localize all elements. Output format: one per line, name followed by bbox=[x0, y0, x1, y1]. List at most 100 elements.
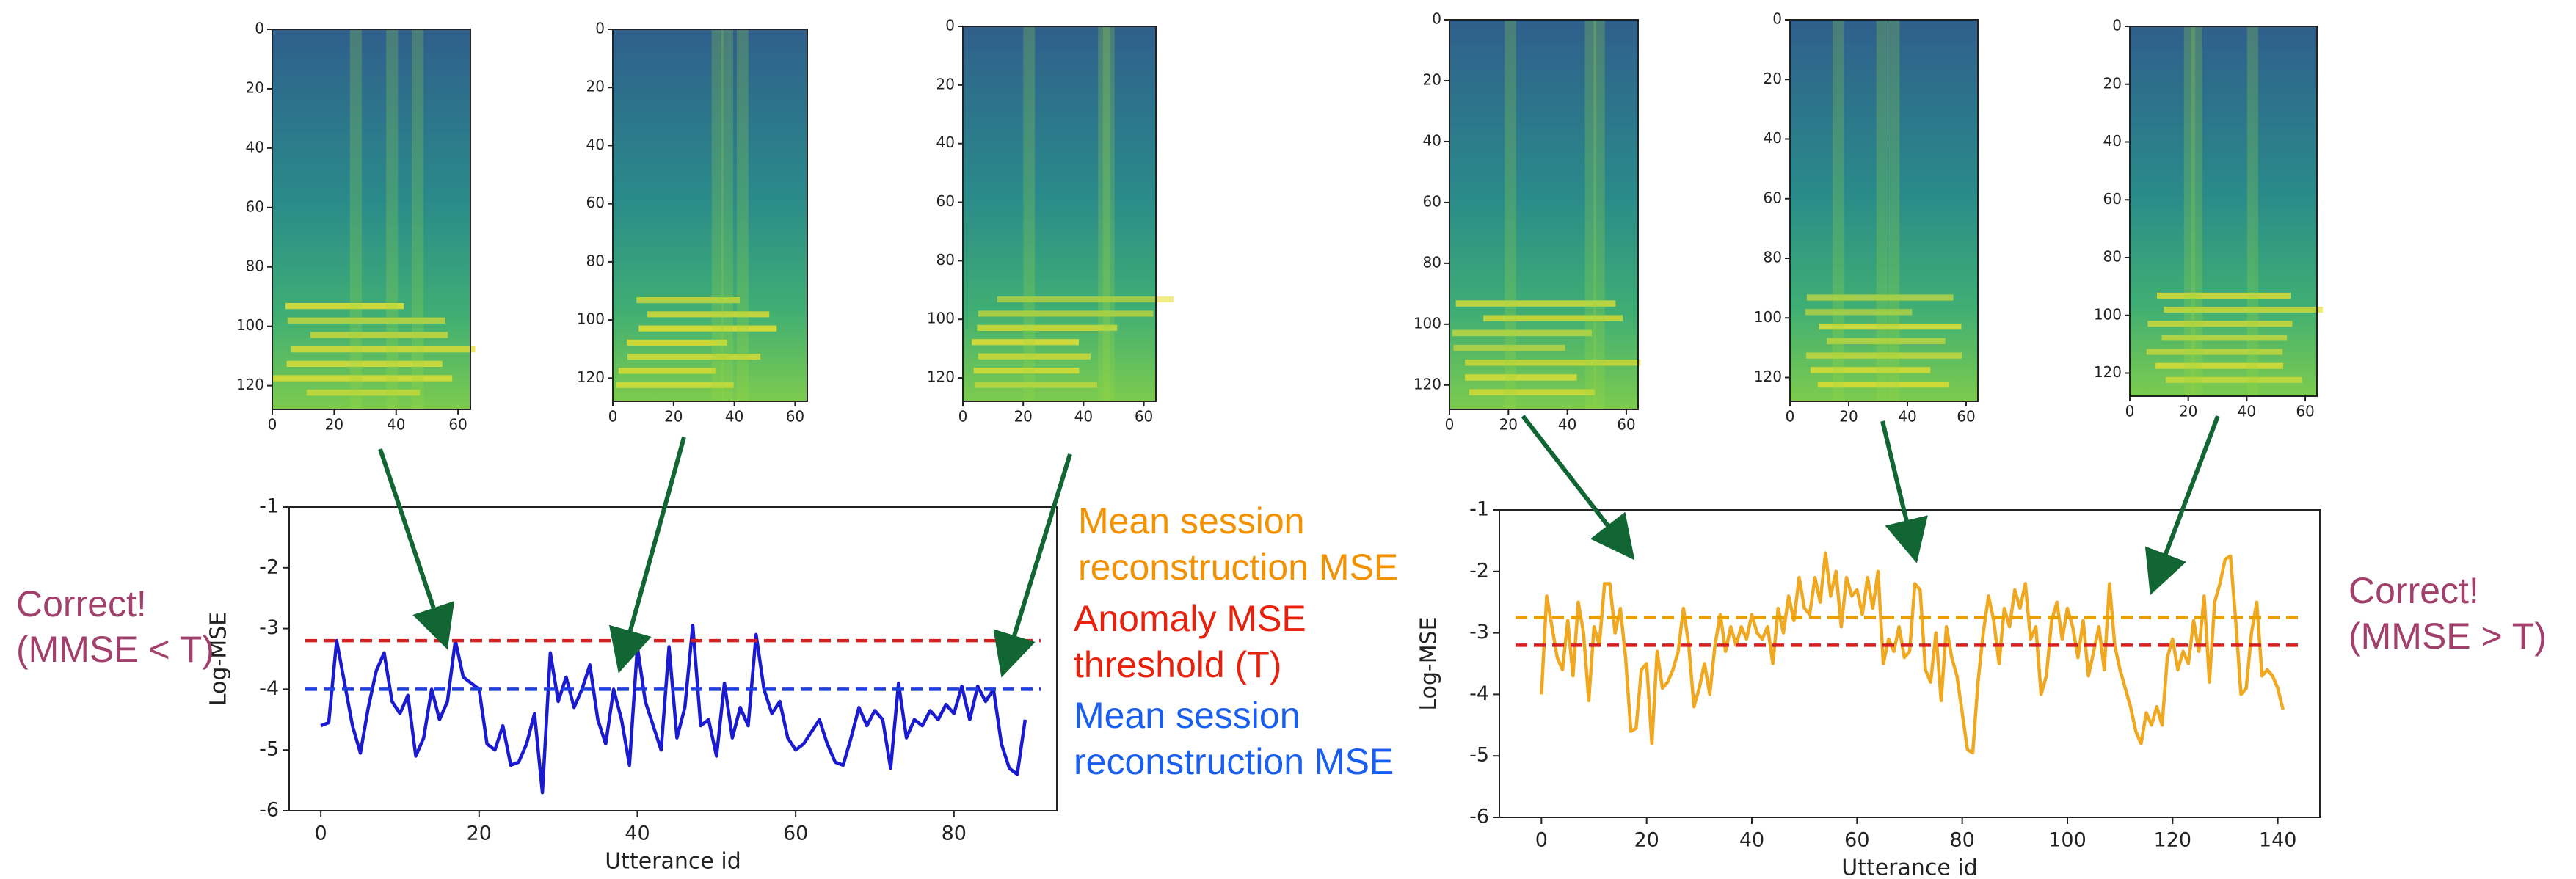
y-tick-label: 20 bbox=[246, 79, 264, 96]
spectrogram-band bbox=[1819, 323, 1962, 330]
spectrogram-band bbox=[1584, 20, 1596, 409]
y-tick-label: 100 bbox=[1413, 314, 1441, 332]
spectrogram-band bbox=[2183, 26, 2196, 396]
spectrogram-frame bbox=[2129, 26, 2318, 397]
verdict: (MMSE > T) bbox=[2348, 616, 2547, 657]
spectrogram-band bbox=[978, 353, 1091, 360]
spectrogram-band bbox=[636, 297, 741, 304]
spectrogram-band bbox=[1832, 20, 1844, 401]
spectrogram-image bbox=[963, 26, 1156, 401]
arrow bbox=[1521, 415, 1635, 561]
spectrogram-band bbox=[2155, 362, 2284, 369]
spectrogram-band bbox=[2191, 26, 2202, 396]
x-tick-label: 0 bbox=[268, 416, 277, 434]
arrow bbox=[1880, 420, 1928, 563]
y-tick-label: 80 bbox=[1764, 249, 1782, 266]
legend-note: reconstruction MSE bbox=[1074, 741, 1394, 782]
spectrogram-band bbox=[972, 339, 1079, 346]
y-tick-label: 0 bbox=[1772, 10, 1782, 28]
x-tick-label: 80 bbox=[1949, 829, 1974, 852]
arrows bbox=[378, 415, 2220, 678]
x-tick-label: 60 bbox=[2296, 403, 2314, 420]
x-tick-label: 80 bbox=[942, 823, 967, 845]
y-tick-label: 20 bbox=[936, 75, 955, 92]
y-tick-label: 100 bbox=[1754, 308, 1782, 326]
y-tick-label: 40 bbox=[246, 138, 264, 156]
spectrogram-band bbox=[618, 368, 716, 374]
spectrogram-band bbox=[1483, 315, 1623, 321]
y-tick-label: 100 bbox=[2094, 305, 2122, 323]
spectrogram-band bbox=[286, 360, 443, 367]
spectrogram-band bbox=[1888, 20, 1900, 401]
y-tick-label: 20 bbox=[1764, 70, 1782, 87]
spectrogram-band bbox=[1805, 309, 1913, 316]
x-tick-label: 60 bbox=[1957, 408, 1975, 426]
spectrogram-image bbox=[1790, 20, 1978, 401]
spectrogram-band bbox=[386, 29, 399, 409]
spectrogram-band bbox=[2161, 335, 2288, 341]
spectrogram-band bbox=[647, 311, 770, 318]
spectrogram-band bbox=[978, 310, 1154, 317]
plot-frame bbox=[288, 506, 1058, 811]
line-chart: 0 20 40 60 80 -6 -5 -4 -3 -2 -1 Utterance id Log-MSE bbox=[206, 495, 1058, 875]
spectrogram: 0 20 40 60 0 20 40 60 80 100 120 bbox=[577, 20, 808, 426]
y-tick-label: 120 bbox=[2094, 363, 2122, 381]
spectrogram-band bbox=[2165, 376, 2302, 383]
y-tick-label: -5 bbox=[1469, 744, 1489, 767]
x-axis-label: Utterance id bbox=[605, 849, 741, 875]
spectrogram-band bbox=[2164, 307, 2324, 313]
spectrogram-band bbox=[977, 324, 1118, 331]
legend-note: threshold (T) bbox=[1074, 644, 1281, 685]
y-tick-label: 80 bbox=[936, 251, 955, 269]
spectrogram-band bbox=[973, 368, 1080, 374]
arrow bbox=[378, 448, 455, 650]
y-tick-label: 60 bbox=[1423, 192, 1441, 210]
spectrogram-band bbox=[272, 375, 453, 382]
y-tick-label: -1 bbox=[259, 495, 279, 518]
x-tick-label: 20 bbox=[664, 408, 683, 426]
x-tick-label: 0 bbox=[2125, 403, 2135, 420]
spectrogram-image bbox=[1449, 20, 1638, 409]
x-axis-label: Utterance id bbox=[1841, 856, 1978, 879]
y-tick-label: 20 bbox=[1423, 70, 1441, 88]
x-tick-label: 20 bbox=[1839, 408, 1858, 426]
spectrogram-band bbox=[1469, 389, 1595, 395]
y-tick-label: 0 bbox=[595, 20, 605, 37]
spectrogram-image bbox=[272, 29, 470, 409]
spectrogram-band bbox=[349, 29, 362, 409]
y-tick-label: 120 bbox=[577, 368, 605, 386]
x-tick-label: 40 bbox=[625, 823, 650, 845]
spectrogram-band bbox=[2146, 349, 2283, 355]
spectrogram-band bbox=[1805, 352, 1962, 359]
spectrogram-band bbox=[291, 346, 476, 353]
spectrogram-image bbox=[2130, 26, 2317, 396]
x-tick-label: 40 bbox=[725, 408, 743, 426]
spectrogram-image bbox=[613, 29, 807, 401]
x-tick-label: 100 bbox=[2048, 829, 2086, 852]
y-tick-label: 20 bbox=[2103, 74, 2122, 92]
y-tick-label: -6 bbox=[259, 799, 279, 822]
x-tick-label: 40 bbox=[1739, 829, 1764, 852]
spectrogram-band bbox=[1876, 20, 1888, 401]
spectrogram-band bbox=[306, 390, 421, 396]
spectrogram-frame bbox=[1449, 19, 1639, 410]
y-tick-label: -3 bbox=[259, 616, 279, 639]
y-tick-label: 40 bbox=[1764, 129, 1782, 147]
y-tick-label: 60 bbox=[1764, 189, 1782, 206]
spectrogram-band bbox=[2147, 321, 2293, 327]
x-tick-label: 0 bbox=[608, 408, 618, 426]
y-tick-label: -6 bbox=[1469, 806, 1489, 828]
x-tick-label: 60 bbox=[1135, 408, 1153, 426]
spectrogram-frame bbox=[272, 29, 471, 410]
spectrogram-band bbox=[1023, 26, 1036, 401]
spectrogram-band bbox=[1810, 367, 1931, 373]
spectrogram-band bbox=[287, 317, 445, 324]
y-tick-label: -5 bbox=[259, 738, 279, 761]
y-tick-label: 60 bbox=[246, 197, 264, 215]
x-tick-label: 60 bbox=[448, 416, 467, 434]
x-tick-label: 40 bbox=[1558, 416, 1576, 434]
x-tick-label: 0 bbox=[958, 408, 968, 426]
verdict: Correct! bbox=[2348, 570, 2479, 611]
spectrogram-band bbox=[411, 29, 424, 409]
spectrogram-frame bbox=[1789, 19, 1979, 402]
